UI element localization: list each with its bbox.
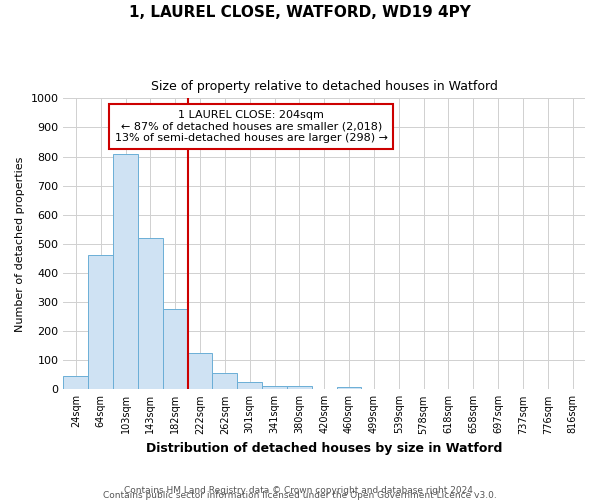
Bar: [64, 376, 88, 390]
Bar: [237, 382, 262, 390]
Text: 1, LAUREL CLOSE, WATFORD, WD19 4PY: 1, LAUREL CLOSE, WATFORD, WD19 4PY: [129, 5, 471, 20]
Bar: [163, 310, 188, 390]
Y-axis label: Number of detached properties: Number of detached properties: [15, 156, 25, 332]
Text: Contains public sector information licensed under the Open Government Licence v3: Contains public sector information licen…: [103, 491, 497, 500]
Bar: [287, 386, 312, 390]
Text: Contains HM Land Registry data © Crown copyright and database right 2024.: Contains HM Land Registry data © Crown c…: [124, 486, 476, 495]
Bar: [88, 256, 113, 390]
Bar: [138, 238, 163, 390]
Bar: [212, 372, 237, 390]
X-axis label: Distribution of detached houses by size in Watford: Distribution of detached houses by size …: [146, 442, 502, 455]
Bar: [262, 386, 287, 390]
Bar: [188, 353, 212, 390]
Title: Size of property relative to detached houses in Watford: Size of property relative to detached ho…: [151, 80, 497, 93]
Bar: [337, 387, 361, 390]
Bar: [113, 154, 138, 390]
Text: 1 LAUREL CLOSE: 204sqm  
← 87% of detached houses are smaller (2,018)
13% of sem: 1 LAUREL CLOSE: 204sqm ← 87% of detached…: [115, 110, 388, 143]
